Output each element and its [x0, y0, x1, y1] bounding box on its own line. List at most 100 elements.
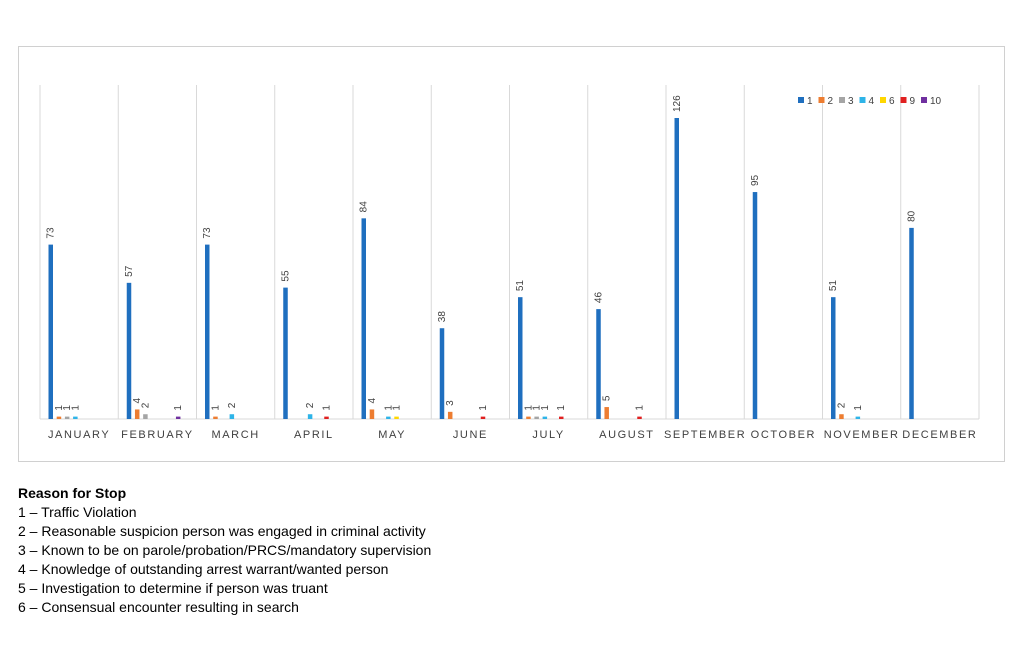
legend-label-9: 9 — [910, 96, 916, 107]
bar-series-2-august — [604, 407, 609, 419]
data-label: 2 — [836, 402, 847, 408]
bar-series-1-april — [283, 287, 288, 419]
x-tick-label: DECEMBER — [902, 429, 977, 441]
data-label: 5 — [602, 395, 613, 401]
bar-series-2-march — [213, 416, 218, 419]
data-label: 1 — [54, 405, 65, 411]
bar-series-2-june — [447, 411, 453, 419]
bar-series-1-february — [126, 282, 132, 419]
bar-series-1-august — [596, 309, 601, 419]
data-label: 1 — [540, 405, 551, 411]
bar-series-1-december — [909, 227, 914, 419]
x-tick-label: FEBRUARY — [121, 429, 194, 441]
bar-series-4-july — [542, 416, 548, 419]
data-label: 84 — [359, 201, 370, 213]
data-label: 1 — [635, 405, 646, 411]
bar-series-4-march — [229, 414, 235, 419]
bar-series-1-january — [48, 244, 53, 419]
bar-series-2-november — [839, 414, 844, 419]
data-label: 1 — [478, 405, 489, 411]
legend-label-6: 6 — [889, 96, 895, 107]
bar-series-2-may — [369, 409, 375, 419]
legend-label-3: 3 — [848, 96, 854, 107]
legend-swatch-3 — [839, 97, 845, 103]
chart-frame: 73 1 1 1 JANUARY 57 4 2 1 FEBRUARY 73 1 2 MARCH 55 2 1 AP… — [18, 46, 1005, 462]
reason-item-6: 6 – Consensual encounter resulting in se… — [18, 599, 299, 615]
bar-series-1-may — [361, 218, 366, 419]
reason-item-2: 2 – Reasonable suspicion person was enga… — [18, 523, 426, 539]
reason-item-1: 1 – Traffic Violation — [18, 504, 137, 520]
bar-series-1-november — [831, 297, 836, 419]
reason-item-3: 3 – Known to be on parole/probation/PRCS… — [18, 542, 432, 558]
data-label: 73 — [202, 227, 213, 239]
x-tick-label: JULY — [532, 429, 564, 441]
data-label: 38 — [437, 311, 448, 323]
x-tick-label: MAY — [378, 429, 406, 441]
legend-swatch-4 — [859, 97, 866, 103]
x-tick-label: MARCH — [211, 429, 259, 441]
data-label: 80 — [907, 210, 918, 222]
data-label: 4 — [367, 397, 378, 403]
x-tick-label: OCTOBER — [751, 429, 816, 441]
data-label: 51 — [828, 280, 839, 292]
x-tick-label: SEPTEMBER — [664, 429, 746, 441]
data-label: 3 — [445, 400, 456, 406]
legend-swatch-1 — [798, 97, 804, 103]
x-tick-label: JUNE — [453, 429, 488, 441]
bar-series-9-july — [559, 416, 564, 419]
legend-label-1: 1 — [807, 96, 813, 107]
legend-label-10: 10 — [930, 96, 942, 107]
data-label: 2 — [140, 402, 151, 408]
bar-series-3-january — [64, 416, 70, 419]
reason-legend: Reason for Stop 1 – Traffic Violation 2 … — [18, 484, 618, 617]
bar-series-9-april — [324, 416, 329, 419]
data-label: 2 — [305, 402, 316, 408]
bar-series-4-may — [386, 416, 391, 419]
data-label: 2 — [227, 402, 238, 408]
data-label: 1 — [392, 405, 403, 411]
data-label: 1 — [70, 405, 81, 411]
data-label: 126 — [672, 95, 683, 112]
bar-series-3-february — [143, 414, 148, 419]
data-label: 1 — [173, 405, 184, 411]
bar-series-4-november — [855, 416, 861, 419]
x-tick-label: JANUARY — [48, 429, 110, 441]
bar-series-4-april — [307, 414, 313, 419]
data-label: 1 — [532, 405, 543, 411]
data-label: 1 — [322, 405, 333, 411]
data-label: 1 — [383, 405, 394, 411]
bar-series-1-june — [439, 328, 445, 419]
bar-series-2-july — [526, 416, 531, 419]
bar-series-10-february — [175, 416, 181, 419]
bar-series-6-may — [394, 416, 399, 419]
reason-item-5: 5 – Investigation to determine if person… — [18, 580, 328, 596]
data-label: 1 — [523, 405, 534, 411]
legend-label-2: 2 — [828, 96, 834, 107]
x-tick-label: APRIL — [294, 429, 334, 441]
bar-series-3-july — [534, 416, 539, 419]
bar-series-1-july — [518, 297, 523, 419]
x-tick-label: NOVEMBER — [824, 429, 900, 441]
data-label: 1 — [62, 405, 73, 411]
data-label: 73 — [46, 227, 57, 239]
data-label: 4 — [132, 397, 143, 403]
reason-legend-title: Reason for Stop — [18, 485, 127, 501]
data-label: 1 — [556, 405, 567, 411]
data-label: 1 — [210, 405, 221, 411]
bar-series-9-august — [637, 416, 642, 419]
data-label: 46 — [594, 292, 605, 304]
legend-swatch-9 — [900, 97, 907, 103]
data-label: 55 — [281, 270, 292, 282]
data-label: 57 — [124, 265, 135, 277]
legend-swatch-2 — [818, 97, 825, 103]
bar-series-9-june — [480, 416, 486, 419]
legend-swatch-6 — [880, 97, 886, 103]
legend-swatch-10 — [921, 97, 927, 103]
data-label: 95 — [750, 174, 761, 186]
bar-series-4-january — [73, 416, 78, 419]
bar-series-1-september — [674, 118, 679, 419]
legend-label-4: 4 — [869, 96, 875, 107]
data-label: 51 — [515, 280, 526, 292]
x-tick-label: AUGUST — [599, 429, 654, 441]
